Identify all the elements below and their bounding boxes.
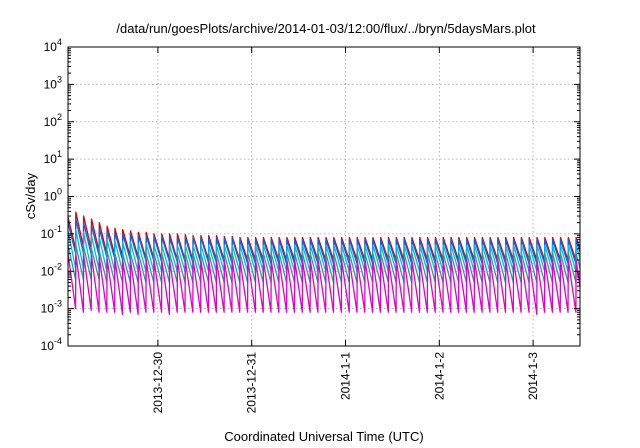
x-tick-label: 2014-1-1 — [338, 352, 352, 400]
series-line-1 — [67, 218, 581, 265]
x-axis-label: Coordinated Universal Time (UTC) — [224, 429, 423, 444]
y-tick-label: 10-4 — [41, 336, 62, 353]
y-tick-label: 104 — [44, 37, 62, 54]
y-tick-label: 10-2 — [41, 261, 62, 278]
x-axis: 2013-12-30 2013-12-31 2014-1-1 2014-1-2 2014… — [151, 47, 540, 413]
series-group — [67, 211, 581, 316]
series-line-2 — [67, 228, 581, 272]
series-line-4 — [67, 252, 581, 316]
y-axis: 10-4 10-3 10-2 10-1 100 101 102 103 104 — [41, 37, 580, 353]
x-tick-label: 2013-12-31 — [245, 352, 259, 414]
y-axis-label: cSv/day — [23, 172, 38, 219]
y-tick-label: 10-3 — [41, 299, 62, 316]
y-tick-label: 10-1 — [41, 224, 62, 241]
series-line-0 — [67, 211, 581, 261]
y-tick-label: 102 — [44, 112, 62, 129]
y-tick-label: 103 — [44, 74, 62, 91]
x-tick-label: 2014-1-3 — [526, 352, 540, 400]
y-tick-label: 101 — [44, 149, 62, 166]
chart-title: /data/run/goesPlots/archive/2014-01-03/1… — [116, 21, 536, 36]
x-tick-label: 2013-12-30 — [151, 352, 165, 414]
grid-lines — [68, 47, 580, 346]
y-tick-label: 100 — [44, 187, 62, 204]
x-tick-label: 2014-1-2 — [432, 352, 446, 400]
